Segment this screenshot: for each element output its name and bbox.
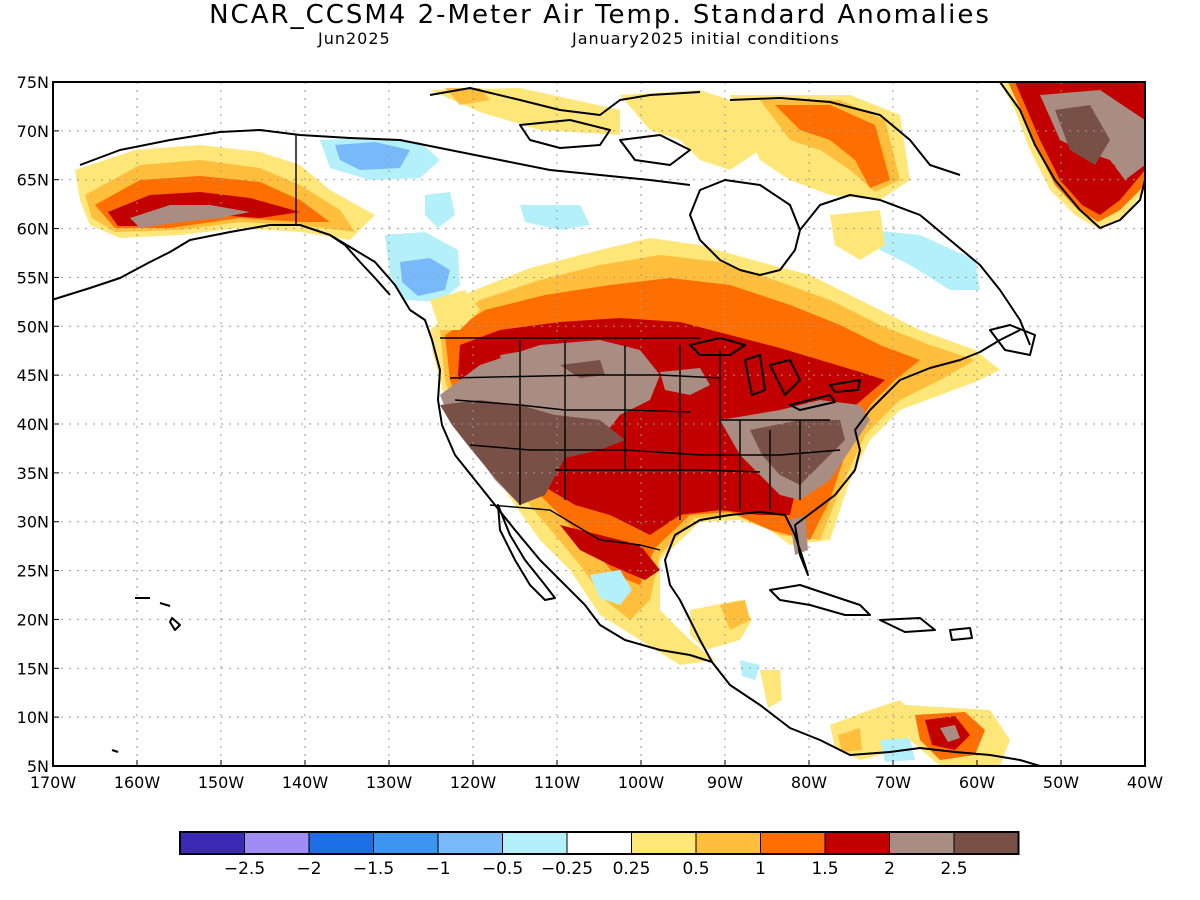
colorbar-label: −0.5: [482, 859, 523, 879]
lat-tick-label: 35N: [17, 464, 49, 483]
initial-conditions: January2025 initial conditions: [572, 29, 840, 48]
colorbar-swatch: [179, 831, 245, 855]
lat-tick-label: 15N: [17, 659, 49, 678]
colorbar-label: 1: [755, 859, 766, 879]
colorbar-swatch: [824, 831, 890, 855]
alaska-brown-region: [130, 205, 250, 228]
lon-tick-label: 70W: [875, 773, 911, 792]
colorbar-label: −2.5: [224, 859, 265, 879]
map-title: NCAR_CCSM4 2-Meter Air Temp. Standard An…: [209, 0, 991, 30]
lat-tick-label: 5N: [27, 757, 49, 776]
colorbar-swatch: [760, 831, 826, 855]
lat-tick-label: 70N: [17, 122, 49, 141]
lat-tick-label: 60N: [17, 220, 49, 239]
colorbar-label: 0.25: [613, 859, 651, 879]
lon-tick-label: 150W: [198, 773, 245, 792]
labrador-cool-region: [870, 230, 980, 290]
latitude-axis: 75N 70N 65N 60N 55N 50N 45N 40N 35N 30N 25N 20N 15N 1…: [17, 73, 59, 776]
coastlines: [53, 82, 1145, 766]
political-borders: [295, 135, 841, 551]
lon-tick-label: 60W: [959, 773, 995, 792]
colorbar-swatch: [244, 831, 310, 855]
lat-tick-label: 65N: [17, 171, 49, 190]
colorbar-swatch: [953, 831, 1019, 855]
lat-tick-label: 55N: [17, 268, 49, 287]
colorbar-swatch: [308, 831, 374, 855]
lon-tick-label: 40W: [1127, 773, 1163, 792]
colorbar-label: 2: [884, 859, 895, 879]
lon-tick-label: 110W: [534, 773, 581, 792]
lon-tick-label: 120W: [450, 773, 497, 792]
lon-tick-label: 100W: [618, 773, 665, 792]
colorbar-label: −1: [425, 859, 450, 879]
lat-tick-label: 50N: [17, 317, 49, 336]
forecast-month: Jun2025: [318, 29, 391, 48]
colorbar-label: 1.5: [811, 859, 838, 879]
longitude-axis: 170W 160W 150W 140W 130W 120W 110W 100W 90W 80W 70…: [30, 760, 1163, 792]
lon-tick-label: 140W: [282, 773, 329, 792]
colorbar-swatch: [889, 831, 955, 855]
lat-tick-label: 40N: [17, 415, 49, 434]
lon-tick-label: 130W: [366, 773, 413, 792]
lon-tick-label: 90W: [707, 773, 743, 792]
colorbar-swatch: [502, 831, 568, 855]
lon-tick-label: 160W: [114, 773, 161, 792]
colorbar-frame: [179, 831, 1020, 855]
colorbar-swatch: [631, 831, 697, 855]
colorbar-label: −0.25: [541, 859, 593, 879]
lon-tick-label: 80W: [791, 773, 827, 792]
colorbar-label: −1.5: [353, 859, 394, 879]
colorbar-swatch: [373, 831, 439, 855]
lat-tick-label: 20N: [17, 610, 49, 629]
lat-tick-label: 45N: [17, 366, 49, 385]
lat-tick-label: 10N: [17, 708, 49, 727]
lat-tick-label: 25N: [17, 562, 49, 581]
colorbar-label: −2: [296, 859, 321, 879]
lat-tick-label: 30N: [17, 513, 49, 532]
colorbar-label: 0.5: [682, 859, 709, 879]
colorbar-swatch: [437, 831, 503, 855]
colorbar-swatch: [566, 831, 632, 855]
anomaly-shading: [75, 82, 1145, 766]
lon-tick-label: 170W: [30, 773, 77, 792]
colorbar-label: 2.5: [940, 859, 967, 879]
colorbar-swatch: [695, 831, 761, 855]
lon-tick-label: 50W: [1043, 773, 1079, 792]
graticule: [53, 82, 1145, 766]
lat-tick-label: 75N: [17, 73, 49, 92]
colorbar: −2.5 −2 −1.5 −1 −0.5 −0.25 0.25 0.5 1 1.5 2 2.5: [179, 831, 1020, 879]
map-area: [53, 82, 1145, 766]
